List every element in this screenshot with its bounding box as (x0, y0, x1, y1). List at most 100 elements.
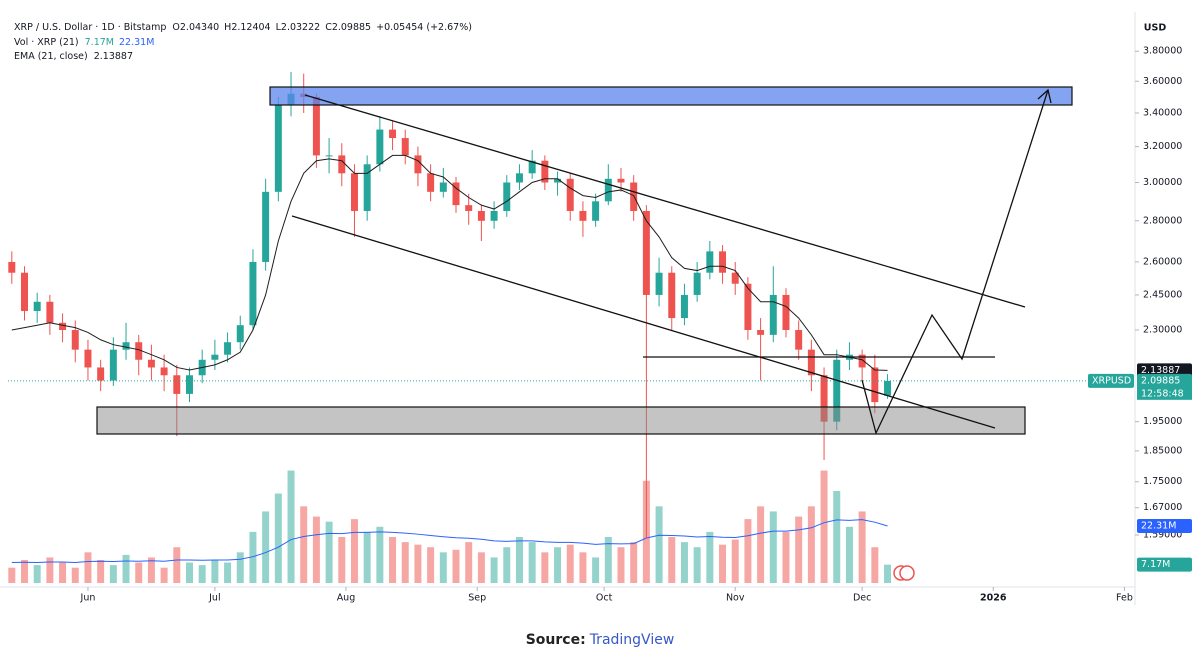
currency-label: USD (1144, 23, 1167, 34)
volume-bar (845, 526, 853, 583)
volume-title: Vol · XRP (21) (14, 37, 79, 48)
projection-arrowhead (1037, 88, 1052, 104)
volume-bar (173, 547, 181, 583)
candle-body (833, 359, 841, 422)
volume-bar (249, 531, 257, 583)
volume-bar (554, 547, 562, 583)
volume-bar (782, 531, 790, 583)
candle-body (439, 182, 447, 192)
candle-body (744, 283, 752, 331)
volume-bar (71, 567, 79, 583)
y-tick-label: 2.80000 (1143, 215, 1182, 226)
ema-price-label: 2.13887 (1141, 365, 1180, 376)
volume-bar (604, 537, 612, 583)
volume-bar (579, 552, 587, 583)
volume-bar (541, 552, 549, 583)
high-text: H2.12404 (224, 22, 270, 33)
header-line-2: Vol · XRP (21) 7.17M 22.31M (14, 37, 154, 48)
volume-bar (820, 470, 828, 583)
header-line-3: EMA (21, close) 2.13887 (14, 51, 133, 62)
volume-bar (439, 552, 447, 583)
volume-bar (871, 547, 879, 583)
candle-body (757, 330, 765, 335)
volume-bar (274, 493, 282, 583)
y-tick-label: 2.45000 (1143, 289, 1182, 300)
y-tick-label: 3.60000 (1143, 76, 1182, 87)
drawings (96, 86, 1073, 435)
x-tick-label: Oct (596, 593, 613, 604)
volume-bar (744, 519, 752, 583)
price-pane (8, 72, 1135, 539)
candle-body (617, 178, 625, 183)
volume-ma-line (11, 519, 888, 564)
volume-bar (490, 557, 498, 583)
volume-bar (719, 544, 727, 583)
open-text: O2.04340 (172, 22, 219, 33)
candle-body (21, 272, 28, 312)
source-name[interactable]: TradingView (589, 632, 675, 648)
candle-body (135, 342, 143, 360)
candle-body (655, 272, 663, 295)
volume-label-box (1137, 557, 1192, 572)
x-tick-label: Jun (80, 593, 96, 604)
volume-bar (515, 537, 523, 583)
volume-bar (84, 552, 92, 583)
candle-body (389, 129, 397, 139)
candle-body (109, 349, 117, 381)
candle-body (59, 322, 67, 331)
source-label: Source: (526, 632, 586, 648)
volume-bar (566, 544, 574, 583)
volume-bar (617, 547, 625, 583)
volume-bar (135, 562, 143, 583)
volume-bar (807, 506, 815, 583)
x-tick-label: 2026 (980, 593, 1007, 604)
candle-body (579, 210, 587, 221)
symbol-label: XRPUSD (1092, 375, 1131, 386)
source-line: Source: TradingView (526, 632, 675, 648)
candle-body (642, 210, 650, 295)
candle-body (262, 191, 270, 262)
candle-body (604, 178, 612, 202)
volume-bar (185, 562, 193, 583)
volume-bar (46, 557, 54, 583)
volume-bar (477, 552, 485, 583)
candle-body (592, 201, 600, 221)
symbol-box (1088, 373, 1134, 388)
candle-body (452, 182, 460, 206)
projection-path (861, 89, 1049, 435)
candle-body (528, 160, 536, 174)
volume-bar (833, 491, 841, 583)
volume-value: 7.17M (85, 37, 114, 48)
candle-body (363, 164, 371, 211)
candle-body (160, 367, 168, 376)
candle-body (427, 173, 435, 192)
candle-body (731, 272, 739, 284)
y-tick-label: 3.80000 (1143, 46, 1182, 57)
candle-body (97, 367, 105, 381)
candle-body (122, 342, 130, 350)
lower-trendline (291, 215, 996, 429)
volume-bar (8, 567, 16, 583)
volume-bar (414, 544, 422, 583)
volume-ma-value: 22.31M (119, 37, 154, 48)
candle-body (236, 325, 244, 343)
countdown-box (1137, 386, 1192, 400)
volume-bar (389, 537, 397, 583)
volume-bar (236, 552, 244, 583)
volume-bar (465, 542, 473, 583)
volume-bar (427, 547, 435, 583)
candle-body (795, 330, 803, 350)
volume-bar (109, 565, 117, 583)
candle-body (8, 261, 16, 273)
candle-body (871, 367, 879, 403)
candle-body (541, 160, 549, 183)
last-price-label-box (1137, 373, 1192, 388)
upper-trendline (304, 94, 1026, 308)
candle-body (249, 261, 257, 326)
candle-body (33, 301, 41, 312)
candle-body (71, 330, 79, 350)
y-tick-label: 2.30000 (1143, 325, 1182, 336)
candle-body (503, 182, 511, 211)
volume-bar (160, 567, 168, 583)
y-tick-label: 1.67000 (1143, 502, 1182, 513)
